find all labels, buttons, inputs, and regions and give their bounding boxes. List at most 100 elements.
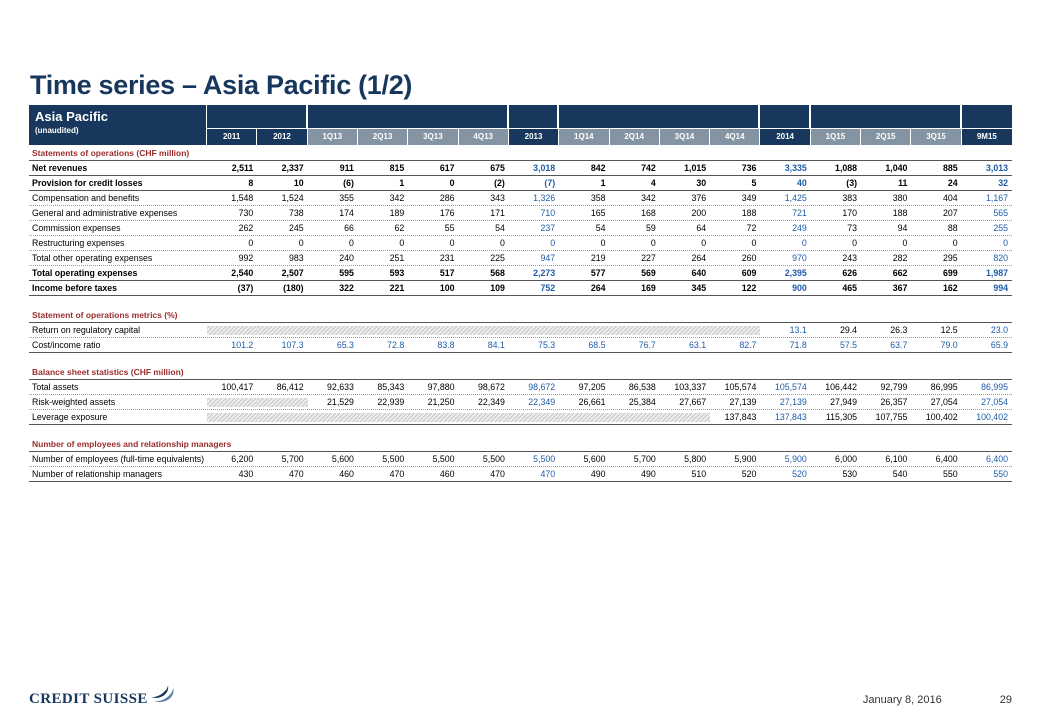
table-cell: 92,633 (327, 382, 354, 392)
table-cell: 383 (842, 193, 858, 203)
hatched-cell (207, 410, 258, 424)
table-cell: 460 (439, 469, 455, 479)
table-cell: 355 (339, 193, 354, 203)
section-header: Statement of operations metrics (%) (29, 307, 1012, 323)
table-cell: 262 (238, 223, 254, 233)
table-cell: 189 (389, 208, 405, 218)
table-cell: 0 (550, 238, 556, 248)
table-cell: 264 (691, 253, 707, 263)
table-cell: 207 (943, 208, 958, 218)
table-cell: 107.3 (281, 340, 304, 350)
table-cell: 470 (389, 469, 405, 479)
table-cell: 85,343 (377, 382, 405, 392)
table-cell: 342 (389, 193, 405, 203)
column-header-2013: 2013 (508, 129, 560, 145)
table-cell: 0 (751, 238, 757, 248)
table-cell: 0 (902, 238, 908, 248)
column-header-2012: 2012 (257, 129, 308, 145)
column-header-area: 2011 2012 1Q13 2Q13 3Q13 4Q13 2013 1Q14 2Q14 3Q14… (207, 105, 1012, 145)
table-cell: 21,529 (327, 397, 354, 407)
table-cell: 815 (389, 163, 405, 173)
hatched-cell (307, 323, 358, 337)
table-cell: 970 (792, 253, 807, 263)
table-cell: 98,672 (477, 382, 505, 392)
table-cell: 27,139 (729, 397, 757, 407)
table-cell: 137,843 (724, 412, 757, 422)
hatched-cell (559, 410, 610, 424)
table-cell: 65.9 (990, 340, 1008, 350)
table-cell: 900 (792, 283, 807, 293)
table-cell: 243 (842, 253, 858, 263)
column-header-9m15: 9M15 (961, 129, 1012, 145)
table-row: General and administrative expenses 730 73… (29, 206, 1012, 221)
table-cell: 465 (842, 283, 858, 293)
table-cell: 0 (399, 238, 405, 248)
table-cell: 842 (590, 163, 606, 173)
table-cell: 137,843 (774, 412, 807, 422)
table-cell: 510 (691, 469, 707, 479)
table-cell: 92,799 (880, 382, 908, 392)
row-label: Return on regulatory capital (32, 325, 141, 335)
column-header-1q13: 1Q13 (307, 129, 358, 145)
table-body: Statements of operations (CHF million) Ne… (29, 145, 1012, 482)
table-cell: 5,800 (684, 454, 707, 464)
table-cell: 100 (439, 283, 455, 293)
table-cell: 983 (288, 253, 304, 263)
header-group (961, 105, 1012, 128)
table-cell: 640 (691, 268, 707, 278)
table-cell: 86,995 (930, 382, 958, 392)
table-cell: 227 (641, 253, 656, 263)
table-cell: 54 (495, 223, 505, 233)
table-cell: 221 (389, 283, 405, 293)
table-cell: 97,880 (427, 382, 455, 392)
table-cell: 470 (540, 469, 556, 479)
section-header: Balance sheet statistics (CHF million) (29, 364, 1012, 380)
table-cell: 107,755 (875, 412, 908, 422)
table-cell: 188 (892, 208, 908, 218)
hatched-cell (357, 410, 409, 424)
table-header: Asia Pacific (unaudited) 2011 2012 1Q13 2Q1… (29, 105, 1012, 145)
table-cell: 565 (993, 208, 1008, 218)
table-cell: 62 (394, 223, 405, 233)
table-cell: 367 (892, 283, 908, 293)
column-header-4q14: 4Q14 (710, 129, 761, 145)
table-cell: 569 (641, 268, 656, 278)
table-cell: 992 (238, 253, 254, 263)
table-cell: 75.3 (538, 340, 556, 350)
hatched-cell (458, 323, 509, 337)
hatched-cell (659, 323, 711, 337)
table-cell: 12.5 (940, 325, 958, 335)
table-cell: 6,100 (885, 454, 908, 464)
hatched-cell (207, 323, 258, 337)
table-cell: 4 (650, 178, 656, 188)
table-cell: 568 (490, 268, 505, 278)
table-cell: 0 (449, 178, 455, 188)
footer-date: January 8, 2016 (862, 693, 942, 706)
table-cell: 1,326 (533, 193, 556, 203)
header-group (508, 105, 560, 128)
table-section: Number of employees and relationship man… (29, 436, 1012, 482)
table-cell: 171 (490, 208, 505, 218)
table-cell: 2,511 (231, 163, 254, 173)
table-cell: 0 (600, 238, 606, 248)
credit-suisse-logo: CREDIT SUISSE (29, 685, 175, 708)
table-cell: 97,205 (578, 382, 606, 392)
table-cell: 595 (339, 268, 354, 278)
table-cell: 231 (439, 253, 455, 263)
hatched-cell (609, 410, 660, 424)
table-row: Total other operating expenses 992 983 240 2… (29, 251, 1012, 266)
table-cell: 83.8 (437, 340, 455, 350)
table-cell: 490 (641, 469, 656, 479)
row-label: Risk-weighted assets (32, 397, 116, 407)
table-cell: 730 (238, 208, 254, 218)
table-cell: 6,400 (935, 454, 958, 464)
hatched-cell (559, 323, 610, 337)
table-cell: 240 (339, 253, 354, 263)
row-label: Total other operating expenses (32, 253, 153, 263)
table-cell: 6,400 (985, 454, 1008, 464)
table-cell: 101.2 (231, 340, 254, 350)
table-cell: 2,395 (784, 268, 807, 278)
table-cell: 520 (792, 469, 807, 479)
table-cell: 22,349 (528, 397, 556, 407)
header-group (760, 105, 811, 128)
